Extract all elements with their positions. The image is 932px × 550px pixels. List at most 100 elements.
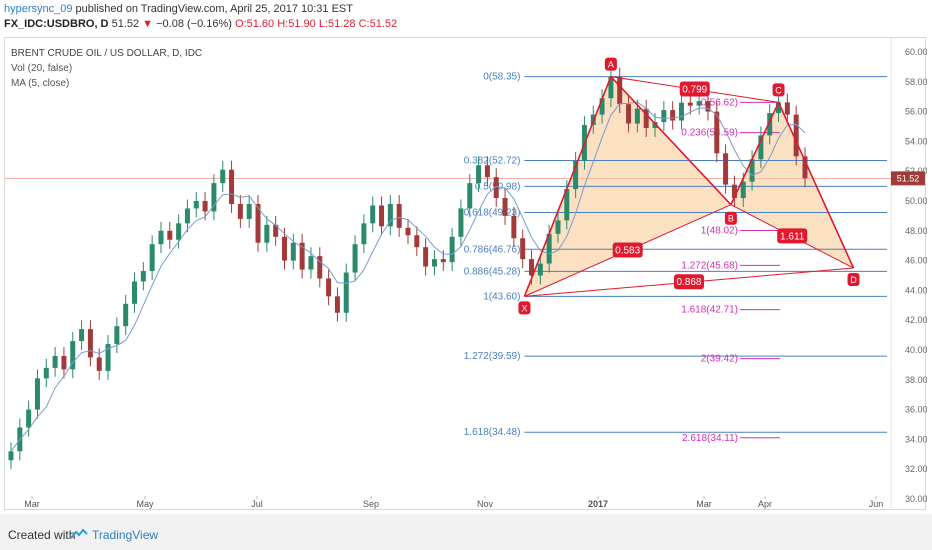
candle-body (87, 329, 93, 358)
fib-extension-label: 1(48.02) (701, 226, 738, 237)
candle-body (299, 242, 305, 270)
legend-title: BRENT CRUDE OIL / US DOLLAR, D, IDC (11, 48, 203, 59)
candle-body (70, 341, 76, 370)
candle-body (687, 102, 693, 106)
candle-body (193, 201, 199, 209)
y-tick-label: 34.00 (905, 434, 927, 444)
moving-average-line (10, 101, 806, 452)
candle-body (237, 203, 243, 219)
y-tick-label: 54.00 (905, 136, 927, 146)
candle-body (731, 184, 737, 199)
candle-body (405, 227, 411, 236)
price-change: −0.08 (−0.16%) (156, 18, 232, 30)
y-tick-label: 52.00 (905, 166, 927, 176)
fib-extension-label: 1.618(42.71) (681, 305, 738, 316)
symbol-name: FX_IDC:USDBRO, D (4, 18, 109, 30)
candle-body (387, 203, 393, 227)
candle-body (493, 177, 499, 199)
candle-body (96, 357, 102, 371)
candle-body (749, 159, 755, 182)
tradingview-logo-icon (70, 528, 88, 539)
candle-body (476, 165, 482, 184)
candle-body (440, 259, 446, 263)
price-chart[interactable]: 30.00 32.00 34.00 36.00 38.00 40.00 42.00 44.00… (5, 38, 927, 511)
candle-body (555, 220, 561, 234)
x-tick-label: Jun (869, 499, 884, 509)
last-price-tag (891, 171, 925, 186)
candle-body (176, 223, 182, 240)
open-value: O:51.60 (235, 18, 275, 30)
footer: Created with TradingView (0, 514, 932, 550)
y-tick-label: 40.00 (905, 345, 927, 355)
y-tick-label: 56.00 (905, 107, 927, 117)
y-tick-label: 32.00 (905, 464, 927, 474)
x-tick-label: Sep (363, 499, 379, 509)
candle-body (776, 102, 782, 114)
chart-frame[interactable]: 30.00 32.00 34.00 36.00 38.00 40.00 42.00 44.00… (4, 37, 927, 511)
legend-volume[interactable]: Vol (20, false) (11, 63, 73, 74)
y-tick-label: 44.00 (905, 285, 927, 295)
x-tick-label: Nov (477, 499, 494, 509)
candle-body (661, 110, 667, 123)
candle-body (467, 183, 473, 209)
candle-body (352, 244, 358, 273)
pattern-point-label: D (850, 275, 857, 285)
candle-body (123, 303, 129, 327)
candle-body (334, 296, 340, 313)
tradingview-link[interactable]: TradingView (92, 528, 159, 542)
fib-retracement-label: 0.382(52.72) (464, 155, 521, 166)
x-tick-label: Apr (758, 499, 772, 509)
low-value: L:51.28 (318, 18, 356, 30)
candle-body (343, 272, 349, 313)
fib-retracement-label: 0(58.35) (483, 72, 520, 83)
candle-body (758, 135, 764, 160)
pattern-ratio-box (679, 81, 710, 97)
candle-body (158, 230, 164, 245)
pattern-point-marker (724, 211, 737, 225)
candle-body (167, 230, 173, 240)
candle-body (767, 113, 773, 136)
last-price-tag-label: 51.52 (897, 173, 920, 183)
candle-body (740, 181, 746, 199)
candle-body (458, 208, 464, 237)
author-link[interactable]: hypersync_09 (4, 3, 73, 15)
candle-body (723, 153, 729, 185)
candle-body (308, 256, 314, 270)
y-tick-label: 58.00 (905, 77, 927, 87)
pattern-ratio-label: 0.799 (682, 84, 707, 95)
candle-body (608, 76, 614, 99)
candle-body (652, 122, 658, 128)
candle-body (184, 208, 190, 224)
candle-body (79, 329, 85, 342)
candle-body (255, 203, 261, 243)
candle-body (520, 238, 526, 260)
candle-body (52, 355, 58, 368)
legend-ma[interactable]: MA (5, close) (11, 78, 70, 89)
fib-extension-label: 1.272(45.68) (681, 260, 738, 271)
candle-body (140, 271, 146, 282)
candle-body (105, 344, 111, 371)
x-tick-label: Mar (24, 499, 40, 509)
y-tick-label: 30.00 (905, 494, 927, 504)
candle-body (696, 101, 702, 106)
candle-body (529, 259, 535, 276)
candle-body (396, 203, 402, 228)
pattern-leg-bc (730, 102, 780, 206)
pattern-ratio-label: 1.611 (780, 231, 805, 242)
chart-header: hypersync_09 published on TradingView.co… (0, 0, 932, 32)
candle-body (8, 451, 14, 461)
pattern-point-marker (604, 57, 617, 71)
pattern-leg-ab (610, 76, 732, 206)
y-tick-label: 36.00 (905, 405, 927, 415)
pattern-ratio-box (673, 274, 704, 290)
candle-body (361, 223, 367, 245)
created-with-text: Created with (8, 528, 76, 542)
candle-body (370, 205, 376, 224)
candle-body (281, 236, 287, 261)
pattern-point-label: C (775, 85, 782, 95)
candle-body (784, 102, 790, 115)
y-tick-label: 42.00 (905, 315, 927, 325)
candle-body (714, 111, 720, 154)
candle-body (573, 160, 579, 190)
x-tick-label: Jul (251, 499, 263, 509)
